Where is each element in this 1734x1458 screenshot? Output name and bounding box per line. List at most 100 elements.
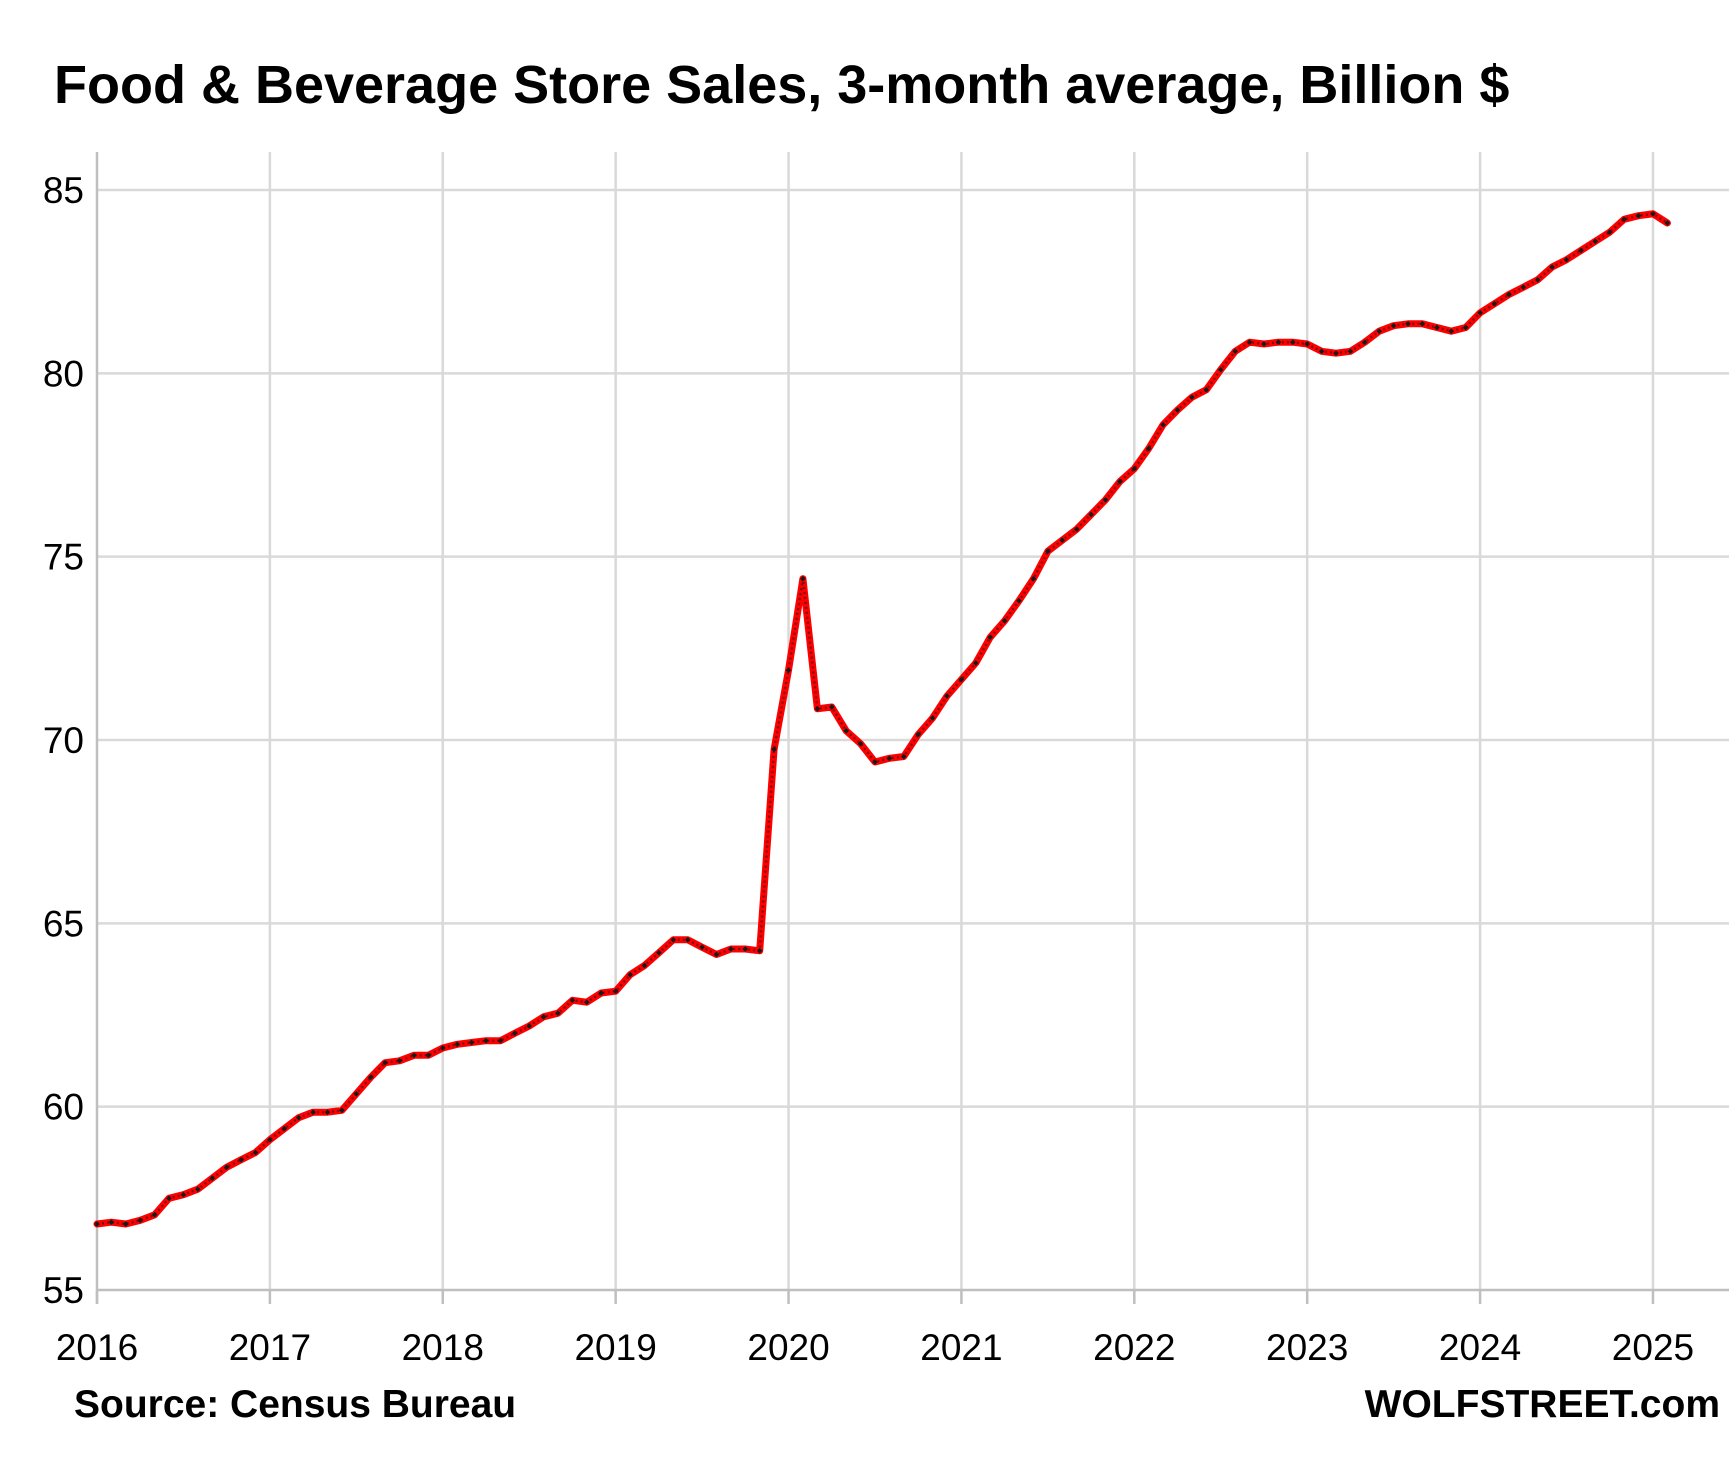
data-point <box>843 727 850 734</box>
data-point <box>1477 309 1483 316</box>
data-point <box>944 693 950 699</box>
data-point <box>1217 366 1224 373</box>
data-point <box>771 746 777 753</box>
data-point <box>828 704 835 710</box>
data-point <box>1059 537 1066 544</box>
data-point <box>555 1010 561 1017</box>
x-tick-label: 2024 <box>1439 1327 1521 1368</box>
data-point <box>382 1059 388 1066</box>
data-point <box>194 1186 201 1193</box>
x-tick-label: 2021 <box>920 1327 1002 1368</box>
data-point <box>1016 597 1022 604</box>
data-point <box>1361 339 1368 346</box>
data-point <box>151 1211 158 1218</box>
data-point <box>598 990 605 996</box>
data-point <box>1232 348 1239 355</box>
data-point <box>209 1175 216 1182</box>
data-point <box>122 1221 129 1227</box>
data-point <box>1246 339 1253 346</box>
data-point <box>324 1109 331 1116</box>
axes <box>95 152 1729 1304</box>
data-point <box>814 705 821 712</box>
data-point <box>1563 256 1570 263</box>
x-tick-label: 2019 <box>574 1327 656 1368</box>
y-tick-label: 60 <box>43 1087 84 1128</box>
chart-title: Food & Beverage Store Sales, 3-month ave… <box>54 55 1510 115</box>
data-point <box>1578 247 1584 254</box>
data-point <box>699 944 705 951</box>
y-tick-label: 65 <box>43 903 84 944</box>
data-point <box>1045 548 1051 555</box>
data-point <box>367 1074 374 1081</box>
y-tick-labels: 55 60 65 70 75 80 85 <box>43 170 84 1311</box>
data-point <box>1160 421 1166 428</box>
data-point <box>1117 478 1123 485</box>
data-point <box>295 1114 302 1121</box>
data-point <box>1347 348 1354 355</box>
data-point <box>627 971 633 978</box>
data-point <box>238 1156 244 1163</box>
data-point <box>1289 339 1296 346</box>
data-point <box>1606 229 1613 236</box>
data-point <box>684 936 691 943</box>
data-point <box>252 1149 259 1156</box>
x-tick-label: 2022 <box>1093 1327 1175 1368</box>
brand-label: WOLFSTREET.com <box>1364 1383 1720 1426</box>
y-tick-label: 55 <box>43 1270 84 1311</box>
data-point <box>267 1136 273 1143</box>
data-point <box>1318 348 1325 355</box>
x-tick-label: 2020 <box>747 1327 829 1368</box>
y-tick-label: 80 <box>43 353 84 394</box>
data-point <box>1491 300 1498 307</box>
data-point <box>742 946 749 952</box>
x-tick-label: 2016 <box>56 1327 138 1368</box>
data-point <box>540 1013 547 1020</box>
x-tick-label: 2025 <box>1612 1327 1694 1368</box>
data-point <box>1030 575 1037 582</box>
data-point <box>1102 496 1109 503</box>
data-point <box>1261 341 1267 347</box>
data-point <box>656 949 662 956</box>
data-point <box>281 1125 288 1132</box>
series-line-path <box>93 210 1671 1228</box>
data-point <box>353 1090 360 1097</box>
data-point <box>857 740 864 747</box>
data-point <box>1304 341 1311 347</box>
data-point <box>1635 212 1642 219</box>
data-point <box>425 1052 432 1059</box>
data-point <box>713 951 720 958</box>
data-point <box>310 1109 316 1116</box>
data-point <box>1131 465 1138 472</box>
gridlines <box>97 152 1729 1290</box>
data-point <box>1664 220 1671 226</box>
series-line <box>93 210 1671 1228</box>
data-point <box>108 1219 115 1226</box>
data-point <box>1376 328 1383 335</box>
y-tick-label: 75 <box>43 537 84 578</box>
data-point <box>958 676 965 683</box>
data-point <box>1534 276 1541 283</box>
y-tick-label: 85 <box>43 170 84 211</box>
data-point <box>785 667 792 674</box>
data-point <box>1189 394 1195 401</box>
data-point <box>454 1041 461 1048</box>
data-point <box>1275 339 1282 346</box>
data-point <box>439 1045 446 1051</box>
data-point <box>1419 320 1426 327</box>
data-point <box>972 660 979 666</box>
data-point <box>1621 216 1627 223</box>
data-point <box>800 575 806 582</box>
series-markers <box>94 210 1671 1227</box>
data-point <box>1001 617 1008 624</box>
data-point <box>411 1052 417 1059</box>
data-point <box>1506 291 1512 298</box>
data-point <box>137 1217 144 1224</box>
data-point <box>872 759 878 765</box>
data-point <box>612 988 619 995</box>
data-point <box>468 1039 475 1046</box>
data-point <box>670 936 677 943</box>
data-point <box>1203 386 1210 393</box>
data-point <box>339 1107 345 1114</box>
data-point <box>166 1195 172 1202</box>
data-point <box>1390 322 1397 329</box>
